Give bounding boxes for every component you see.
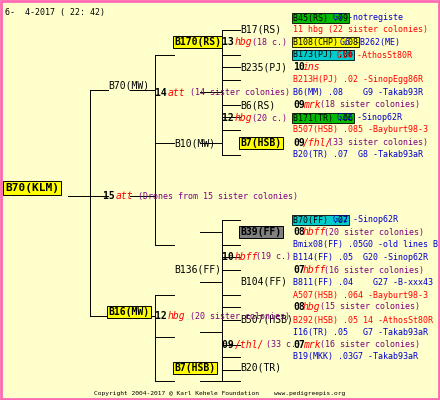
- Text: 13: 13: [222, 37, 240, 47]
- Text: (19 c.): (19 c.): [251, 252, 291, 262]
- Text: hbff: hbff: [235, 252, 258, 262]
- Text: (15 sister colonies): (15 sister colonies): [315, 302, 420, 312]
- Text: (20 c.): (20 c.): [247, 114, 287, 122]
- Text: B6(MM) .08    G9 -Takab93R: B6(MM) .08 G9 -Takab93R: [293, 88, 423, 98]
- Text: B108(CHP) .08: B108(CHP) .08: [293, 38, 358, 46]
- Text: 09: 09: [222, 340, 240, 350]
- Text: B7(HSB): B7(HSB): [174, 363, 215, 373]
- Text: B20(TR) .07  G8 -Takab93aR: B20(TR) .07 G8 -Takab93aR: [293, 150, 423, 160]
- Text: (Drones from 15 sister colonies): (Drones from 15 sister colonies): [128, 192, 298, 200]
- Text: 07: 07: [293, 340, 305, 350]
- Text: hbg: hbg: [235, 113, 252, 123]
- Text: 12: 12: [155, 311, 172, 321]
- Text: Copyright 2004-2017 @ Karl Kehele Foundation    www.pedigreepis.org: Copyright 2004-2017 @ Karl Kehele Founda…: [94, 391, 346, 396]
- Text: 10: 10: [293, 62, 305, 72]
- Text: B10(MW): B10(MW): [174, 138, 215, 148]
- Text: /fhl/: /fhl/: [303, 138, 332, 148]
- Text: 08: 08: [293, 227, 305, 237]
- Text: B173(PJ) .06: B173(PJ) .06: [293, 50, 353, 60]
- Text: 11 hbg (22 sister colonies): 11 hbg (22 sister colonies): [293, 26, 428, 34]
- Text: /thl/: /thl/: [235, 340, 264, 350]
- Text: B171(TR) .06: B171(TR) .06: [293, 114, 353, 122]
- Text: B70(KLM): B70(KLM): [5, 183, 59, 193]
- Text: B17(RS): B17(RS): [240, 25, 281, 35]
- Text: (20 sister colonies): (20 sister colonies): [319, 228, 424, 236]
- Text: (33 sister colonies): (33 sister colonies): [323, 138, 428, 148]
- Text: B70(MW): B70(MW): [108, 81, 149, 91]
- Text: mrk: mrk: [303, 340, 320, 350]
- Text: G6 -B262(ME): G6 -B262(ME): [340, 38, 400, 46]
- Text: A507(HSB) .064 -Bayburt98-3: A507(HSB) .064 -Bayburt98-3: [293, 290, 428, 300]
- Text: B507(HSB) .085 -Bayburt98-3: B507(HSB) .085 -Bayburt98-3: [293, 126, 428, 134]
- Text: 07: 07: [293, 265, 305, 275]
- Text: B6(RS): B6(RS): [240, 100, 275, 110]
- Text: (33 c.): (33 c.): [256, 340, 301, 350]
- Text: B114(FF) .05  G20 -Sinop62R: B114(FF) .05 G20 -Sinop62R: [293, 252, 428, 262]
- Text: B213H(PJ) .02 -SinopEgg86R: B213H(PJ) .02 -SinopEgg86R: [293, 76, 423, 84]
- Text: G14 -AthosSt80R: G14 -AthosSt80R: [337, 50, 411, 60]
- Text: B45(RS) .09: B45(RS) .09: [293, 14, 348, 22]
- Text: B104(FF): B104(FF): [240, 277, 287, 287]
- Text: (20 sister colonies): (20 sister colonies): [180, 312, 290, 320]
- Text: hbg: hbg: [303, 302, 320, 312]
- Text: I16(TR) .05   G7 -Takab93aR: I16(TR) .05 G7 -Takab93aR: [293, 328, 428, 336]
- Text: 08: 08: [293, 302, 305, 312]
- Text: B19(MKK) .03G7 -Takab93aR: B19(MKK) .03G7 -Takab93aR: [293, 352, 418, 362]
- Text: mrk: mrk: [303, 100, 320, 110]
- Text: B70(FF) .07: B70(FF) .07: [293, 216, 348, 224]
- Text: (16 sister colonies): (16 sister colonies): [315, 340, 420, 350]
- Text: B136(FF): B136(FF): [174, 265, 221, 275]
- Text: hbg: hbg: [168, 311, 185, 321]
- Text: 6-  4-2017 ( 22: 42): 6- 4-2017 ( 22: 42): [5, 8, 105, 17]
- Text: G22 -Sinop62R: G22 -Sinop62R: [337, 114, 402, 122]
- Text: (18 sister colonies): (18 sister colonies): [315, 100, 420, 110]
- Text: B39(FF): B39(FF): [240, 227, 281, 237]
- Text: ins: ins: [303, 62, 320, 72]
- Text: 14: 14: [155, 88, 172, 98]
- Text: B170(RS): B170(RS): [174, 37, 221, 47]
- Text: Bmix08(FF) .05G0 -old lines B: Bmix08(FF) .05G0 -old lines B: [293, 240, 438, 250]
- Text: att: att: [168, 88, 185, 98]
- Text: B7(HSB): B7(HSB): [240, 138, 281, 148]
- Text: 09: 09: [293, 100, 305, 110]
- Text: hbff: hbff: [303, 265, 326, 275]
- Text: 12: 12: [222, 113, 240, 123]
- Text: 09: 09: [293, 138, 305, 148]
- Text: B811(FF) .04    G27 -B-xxx43: B811(FF) .04 G27 -B-xxx43: [293, 278, 433, 286]
- Text: B16(MW): B16(MW): [108, 307, 149, 317]
- Text: B20(TR): B20(TR): [240, 363, 281, 373]
- Text: (16 sister colonies): (16 sister colonies): [319, 266, 424, 274]
- Text: B292(HSB) .05 14 -AthosSt80R: B292(HSB) .05 14 -AthosSt80R: [293, 316, 433, 324]
- Text: G7 -notregiste: G7 -notregiste: [334, 14, 403, 22]
- Text: B507(HSB): B507(HSB): [240, 315, 293, 325]
- Text: G22 -Sinop62R: G22 -Sinop62R: [334, 216, 398, 224]
- Text: att: att: [116, 191, 133, 201]
- Text: (18 c.): (18 c.): [247, 38, 287, 46]
- Text: hbg: hbg: [235, 37, 252, 47]
- Text: B235(PJ): B235(PJ): [240, 62, 287, 72]
- Text: (14 sister colonies): (14 sister colonies): [180, 88, 290, 98]
- Text: 10: 10: [222, 252, 240, 262]
- Text: 15: 15: [103, 191, 121, 201]
- Text: hbff: hbff: [303, 227, 326, 237]
